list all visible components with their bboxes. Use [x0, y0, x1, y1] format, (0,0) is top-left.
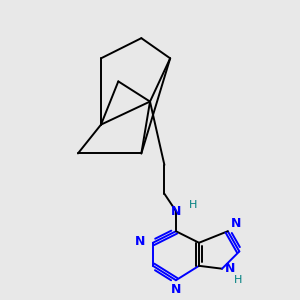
Text: H: H [234, 275, 242, 285]
Text: N: N [171, 205, 181, 218]
Text: N: N [171, 283, 181, 296]
Text: N: N [231, 217, 241, 230]
Text: N: N [135, 236, 146, 248]
Text: H: H [189, 200, 197, 210]
Text: N: N [225, 262, 235, 275]
